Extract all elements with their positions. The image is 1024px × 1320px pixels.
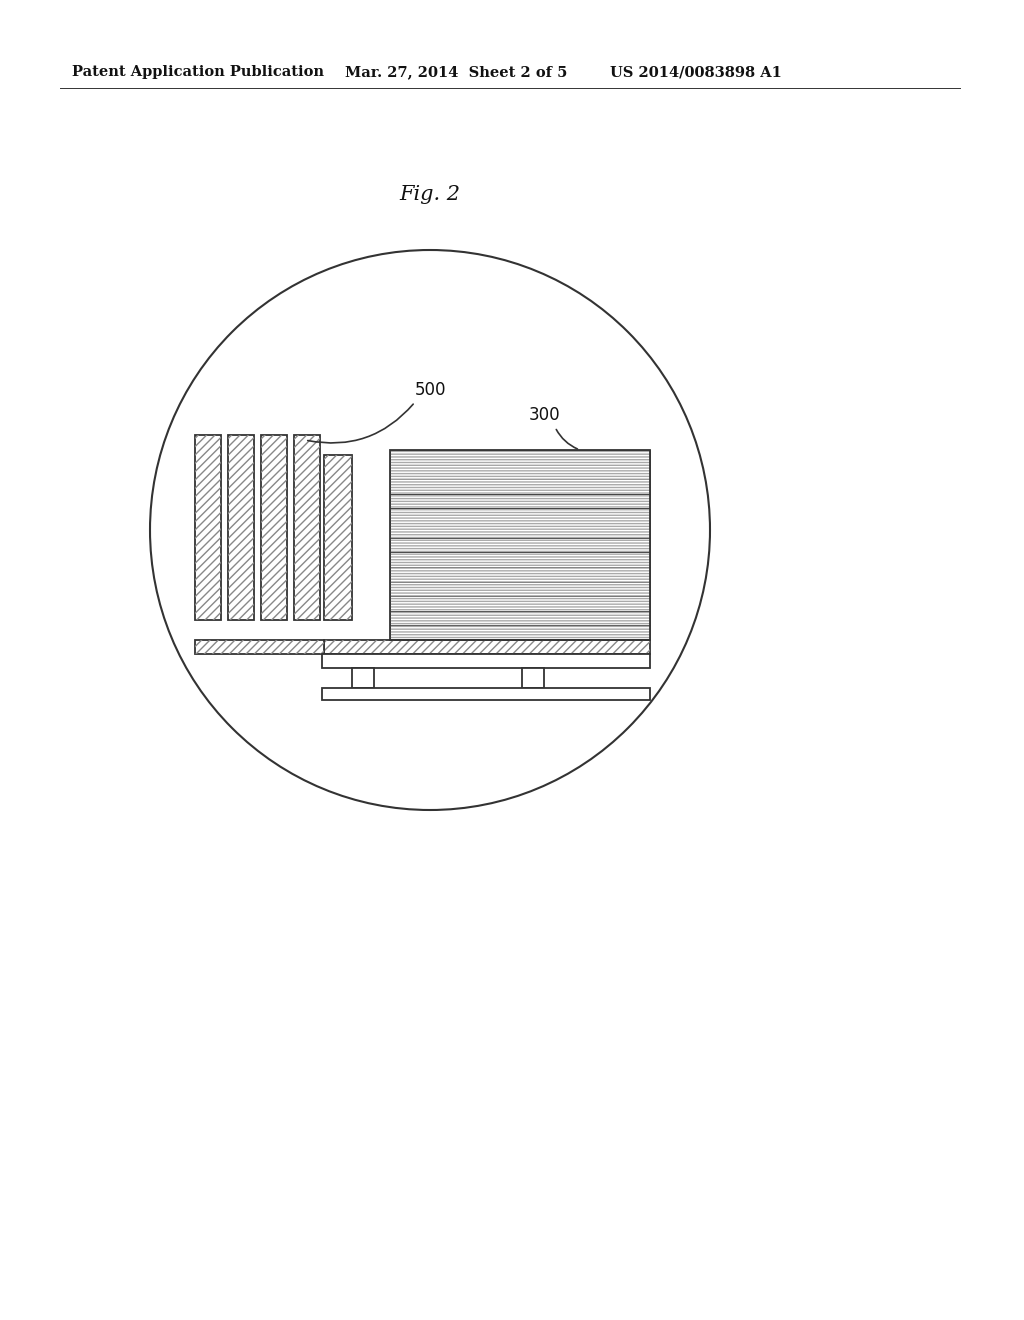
Bar [390,450,650,465]
Text: Mar. 27, 2014  Sheet 2 of 5: Mar. 27, 2014 Sheet 2 of 5 [345,65,567,79]
Bar [294,436,319,620]
Bar [390,494,650,508]
Bar [390,611,650,626]
Bar [195,640,324,653]
Bar [324,455,352,620]
Bar [390,582,650,597]
Text: Patent Application Publication: Patent Application Publication [72,65,324,79]
Bar [390,523,650,537]
Bar [195,640,324,653]
Bar [195,436,221,620]
Bar [390,537,650,552]
Bar [390,552,650,566]
Bar [324,640,650,653]
Bar [322,653,650,668]
Bar [324,455,352,620]
Bar [390,566,650,582]
Bar [390,523,650,537]
Bar [390,552,650,566]
Bar [390,597,650,611]
Bar [390,479,650,494]
Bar [352,668,374,688]
Bar [390,450,650,465]
Bar [322,688,650,700]
Text: Fig. 2: Fig. 2 [399,186,461,205]
Bar [390,479,650,494]
Bar [390,626,650,640]
Bar [390,465,650,479]
Bar [390,597,650,611]
Bar [390,626,650,640]
Bar [390,611,650,626]
Text: 500: 500 [415,381,445,399]
Bar [390,537,650,552]
Bar [195,436,221,620]
Text: US 2014/0083898 A1: US 2014/0083898 A1 [610,65,782,79]
Bar [294,436,319,620]
Bar [228,436,254,620]
Bar [390,508,650,523]
Bar [522,668,544,688]
Bar [390,465,650,479]
Bar [390,582,650,597]
Bar [261,436,287,620]
Bar [261,436,287,620]
Bar [390,508,650,523]
Bar [390,566,650,582]
Text: 300: 300 [529,407,561,424]
Bar [390,494,650,508]
Bar [390,450,650,640]
Bar [228,436,254,620]
Bar [324,640,650,653]
